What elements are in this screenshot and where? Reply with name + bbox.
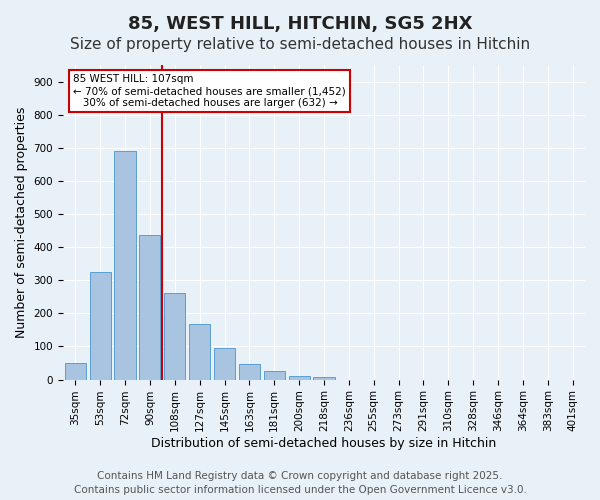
Y-axis label: Number of semi-detached properties: Number of semi-detached properties [15,106,28,338]
Bar [263,370,285,380]
Bar [139,235,160,380]
Text: Contains HM Land Registry data © Crown copyright and database right 2025.
Contai: Contains HM Land Registry data © Crown c… [74,471,526,495]
Bar [289,376,310,380]
Bar [239,364,260,380]
Bar [214,348,235,380]
Bar [189,324,210,380]
X-axis label: Distribution of semi-detached houses by size in Hitchin: Distribution of semi-detached houses by … [151,437,497,450]
Bar [89,272,111,380]
Bar [65,363,86,380]
Text: 85 WEST HILL: 107sqm
← 70% of semi-detached houses are smaller (1,452)
   30% of: 85 WEST HILL: 107sqm ← 70% of semi-detac… [73,74,346,108]
Text: Size of property relative to semi-detached houses in Hitchin: Size of property relative to semi-detach… [70,38,530,52]
Text: 85, WEST HILL, HITCHIN, SG5 2HX: 85, WEST HILL, HITCHIN, SG5 2HX [128,15,472,33]
Bar [313,377,335,380]
Bar [164,294,185,380]
Bar [115,151,136,380]
